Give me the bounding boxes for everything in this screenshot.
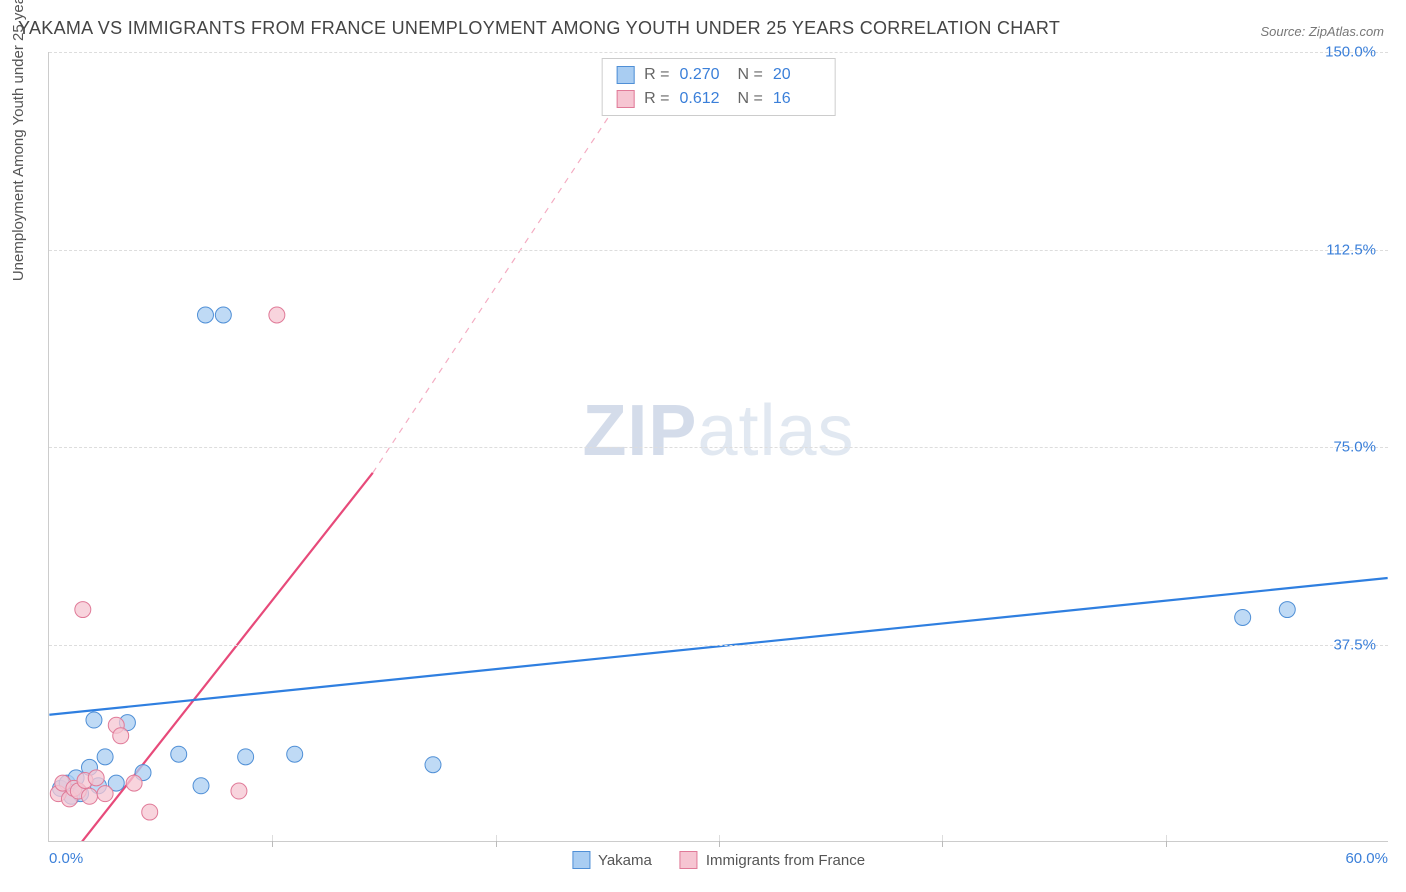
r-label-2: R = <box>644 87 669 111</box>
n-label-2: N = <box>738 87 763 111</box>
r-label-1: R = <box>644 63 669 87</box>
watermark: ZIPatlas <box>582 390 854 472</box>
legend-label-1: Yakama <box>598 852 652 869</box>
x-tick-mark <box>942 841 943 847</box>
x-tick-label: 0.0% <box>49 850 83 867</box>
legend-swatch-2 <box>680 851 698 869</box>
n-label-1: N = <box>738 63 763 87</box>
y-tick-label: 150.0% <box>1325 44 1376 61</box>
stats-row-1: R = 0.270 N = 20 <box>616 63 821 87</box>
n-value-1: 20 <box>773 63 821 87</box>
grid-h <box>49 250 1388 251</box>
y-axis-label: Unemployment Among Youth under 25 years <box>10 0 27 281</box>
r-value-2: 0.612 <box>680 87 728 111</box>
x-tick-mark <box>272 841 273 847</box>
legend-item-2: Immigrants from France <box>680 851 865 869</box>
x-tick-mark <box>719 841 720 847</box>
y-tick-label: 37.5% <box>1333 636 1376 653</box>
swatch-series1 <box>616 66 634 84</box>
swatch-series2 <box>616 90 634 108</box>
grid-h <box>49 645 1388 646</box>
r-value-1: 0.270 <box>680 63 728 87</box>
n-value-2: 16 <box>773 87 821 111</box>
plot-area: ZIPatlas R = 0.270 N = 20 R = 0.612 N = … <box>48 52 1388 842</box>
x-tick-label: 60.0% <box>1345 850 1388 867</box>
grid-h <box>49 52 1388 53</box>
stats-row-2: R = 0.612 N = 16 <box>616 87 821 111</box>
legend-label-2: Immigrants from France <box>706 852 865 869</box>
y-tick-label: 112.5% <box>1326 241 1376 258</box>
legend-item-1: Yakama <box>572 851 652 869</box>
grid-h <box>49 447 1388 448</box>
x-tick-mark <box>1166 841 1167 847</box>
source-label: Source: ZipAtlas.com <box>1260 24 1384 39</box>
x-tick-mark <box>496 841 497 847</box>
stats-box: R = 0.270 N = 20 R = 0.612 N = 16 <box>601 58 836 116</box>
y-tick-label: 75.0% <box>1333 439 1376 456</box>
chart-title: YAKAMA VS IMMIGRANTS FROM FRANCE UNEMPLO… <box>18 18 1060 39</box>
watermark-rest: atlas <box>697 391 854 471</box>
watermark-bold: ZIP <box>582 391 697 471</box>
legend-swatch-1 <box>572 851 590 869</box>
legend-bottom: Yakama Immigrants from France <box>572 851 865 869</box>
